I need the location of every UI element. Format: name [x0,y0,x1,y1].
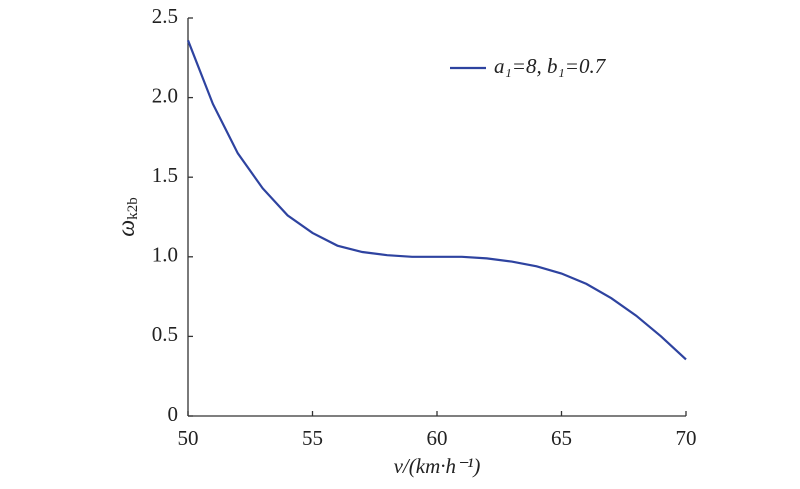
x-tick-label: 60 [427,426,448,450]
legend-label: a₁=8, b₁=0.7 [494,54,607,78]
x-tick-label: 70 [676,426,697,450]
data-line [186,39,687,361]
x-axis-label: v/(km·h⁻¹) [394,454,481,478]
y-tick-label: 0.5 [152,322,178,346]
y-tick-label: 2.0 [152,83,178,107]
y-label-sub: k2b [125,197,141,220]
x-tick-label: 50 [178,426,199,450]
y-tick-label: 1.0 [152,243,178,267]
x-tick-label: 55 [302,426,323,450]
y-label-main: ω [114,220,140,237]
y-tick-label: 0 [168,402,179,426]
y-tick-label: 1.5 [152,163,178,187]
y-tick-label: 2.5 [152,4,178,28]
y-axis-label: ωk2b [114,197,142,236]
x-tick-label: 65 [551,426,572,450]
